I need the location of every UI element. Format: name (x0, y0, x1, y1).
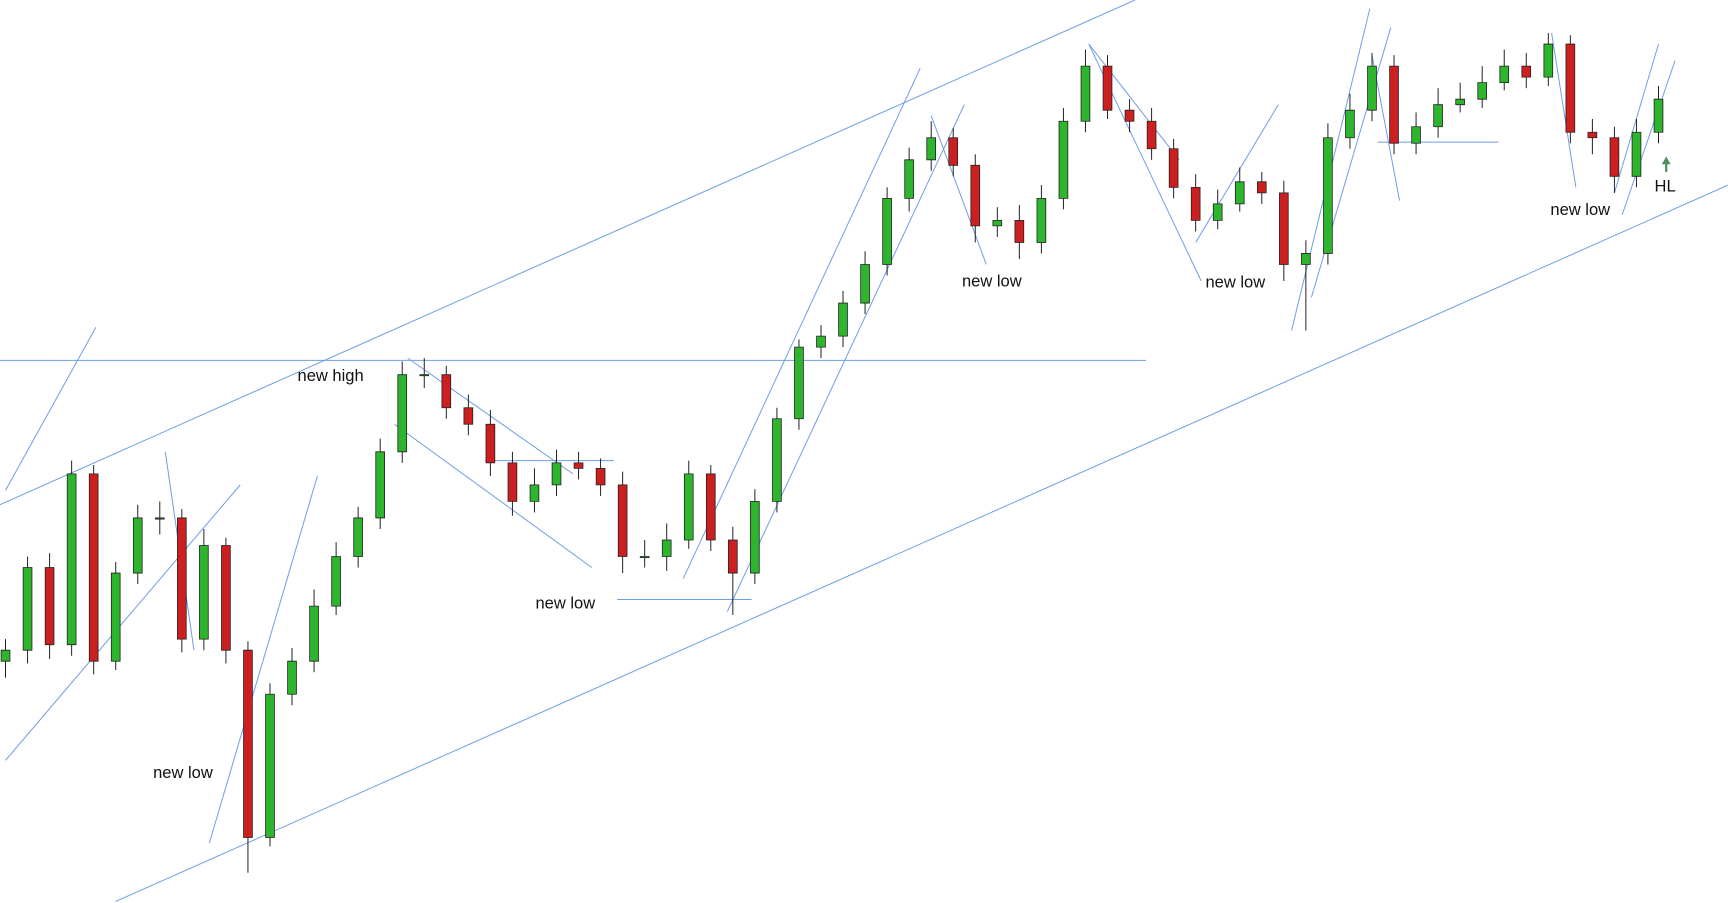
candle-body (1478, 83, 1487, 100)
candle-body (883, 198, 892, 264)
candle-body (1059, 121, 1068, 198)
candle-body (552, 463, 561, 485)
candle-body (155, 518, 164, 519)
candle-body (442, 375, 451, 408)
annotation: new low (1550, 200, 1610, 219)
candle-body (750, 501, 759, 573)
candle-body (1125, 110, 1134, 121)
candle-body (1610, 138, 1619, 177)
candle-body (905, 160, 914, 199)
candle-body (1456, 99, 1465, 105)
candle-body (1081, 66, 1090, 121)
candle-body (596, 468, 605, 485)
candle-body (971, 165, 980, 226)
candle-body (1213, 204, 1222, 221)
candle-body (949, 138, 958, 166)
annotation: new low (1206, 273, 1266, 292)
candle-body (332, 557, 341, 607)
candle-body (1654, 99, 1663, 132)
candle-body (288, 661, 297, 694)
candle-body (1324, 138, 1333, 254)
candle-body (773, 419, 782, 502)
candle-body (1368, 66, 1377, 110)
candle-body (111, 573, 120, 661)
candle-body (89, 474, 98, 661)
candle-body (310, 606, 319, 661)
candle-body (1169, 149, 1178, 188)
candle-body (861, 264, 870, 303)
candle-body (1434, 105, 1443, 127)
annotation: HL (1655, 177, 1676, 196)
candle-body (1522, 66, 1531, 77)
candle-body (993, 220, 1002, 226)
candle-body (23, 568, 32, 651)
candle-body (354, 518, 363, 557)
candle-body (244, 650, 253, 837)
candle-body (1301, 253, 1310, 264)
annotation: new high (298, 366, 364, 385)
candle-body (1632, 132, 1641, 176)
candle-body (376, 452, 385, 518)
candle-body (508, 463, 517, 502)
annotation: new low (153, 763, 213, 782)
candle-body (464, 408, 473, 425)
candle-body (1588, 132, 1597, 138)
candle-body (222, 545, 231, 650)
candle-body (706, 474, 715, 540)
candle-body (927, 138, 936, 160)
candle-body (684, 474, 693, 540)
candle-body (795, 347, 804, 419)
candle-body (728, 540, 737, 573)
candle-body (199, 545, 208, 639)
candle-body (177, 518, 186, 639)
candle-body (45, 568, 54, 645)
candle-body (618, 485, 627, 557)
candle-body (1412, 127, 1421, 144)
candle-body (640, 557, 649, 558)
candle-body (1147, 121, 1156, 149)
candle-body (1235, 182, 1244, 204)
annotation: new low (535, 593, 595, 612)
candle-body (1103, 66, 1112, 110)
candle-body (1191, 187, 1200, 220)
candle-body (133, 518, 142, 573)
candle-body (420, 375, 429, 376)
candle-body (1566, 44, 1575, 132)
candle-body (266, 694, 275, 837)
annotation: new low (962, 271, 1022, 290)
candle-body (1037, 198, 1046, 242)
candle-body (1544, 44, 1553, 77)
candle-body (67, 474, 76, 645)
candle-body (662, 540, 671, 557)
candle-body (1346, 110, 1355, 138)
candle-body (1, 650, 10, 661)
candle-body (839, 303, 848, 336)
candle-body (530, 485, 539, 502)
candle-body (1015, 220, 1024, 242)
candle-body (1500, 66, 1509, 83)
candle-body (398, 375, 407, 452)
candle-body (817, 336, 826, 347)
candle-body (486, 424, 495, 463)
candles (1, 33, 1663, 873)
candle-body (1257, 182, 1266, 193)
candle-body (574, 463, 583, 469)
candle-body (1279, 193, 1288, 265)
arrow (1661, 156, 1671, 172)
candle-body (1390, 66, 1399, 143)
